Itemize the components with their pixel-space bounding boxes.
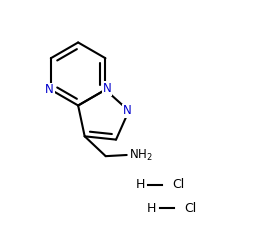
Text: NH$_2$: NH$_2$ [129, 147, 153, 163]
Text: Cl: Cl [173, 178, 185, 191]
Text: N: N [45, 83, 54, 96]
Text: H: H [135, 178, 145, 191]
Text: N: N [123, 104, 131, 117]
Text: H: H [147, 202, 156, 215]
Text: N: N [103, 82, 112, 95]
Text: Cl: Cl [184, 202, 197, 215]
